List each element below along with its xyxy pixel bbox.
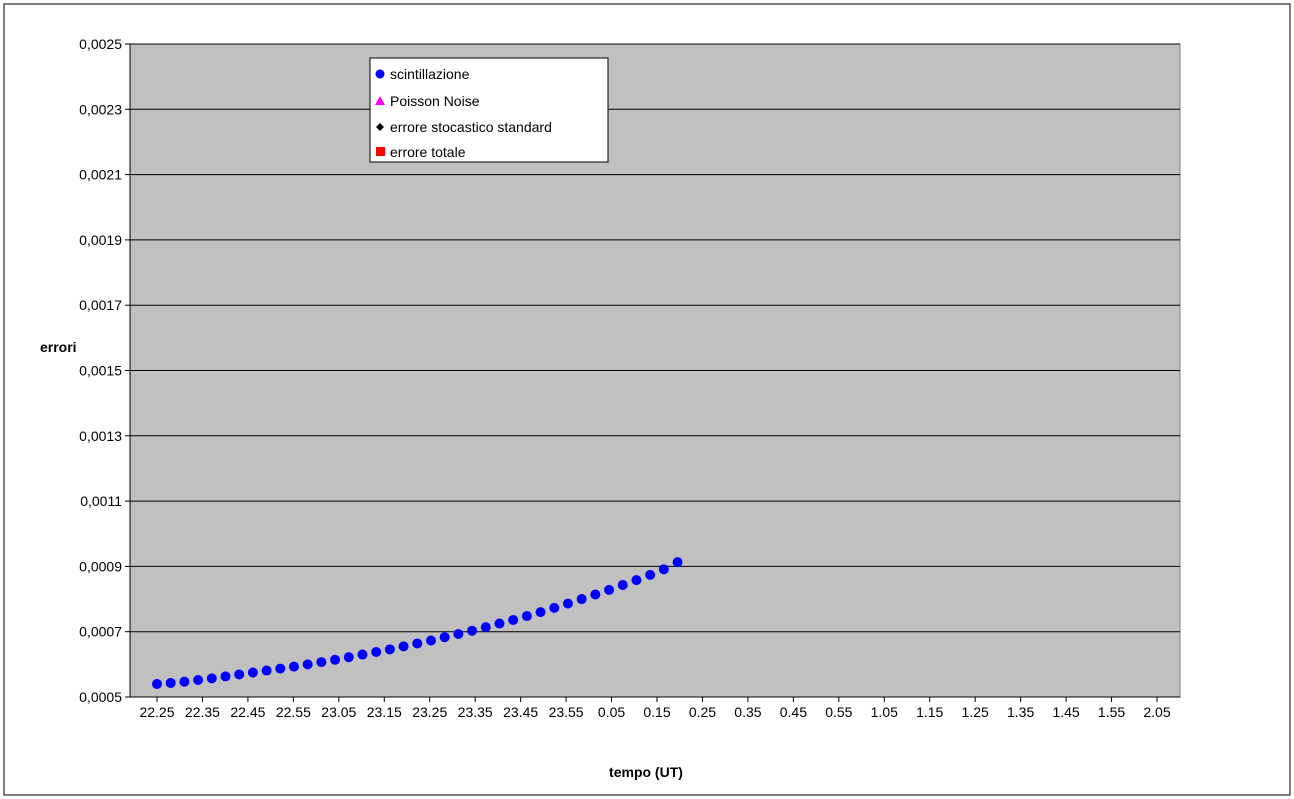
- point-scintillazione: [179, 676, 190, 687]
- x-tick-label: 23.45: [503, 704, 538, 720]
- point-scintillazione: [562, 598, 573, 609]
- point-scintillazione: [535, 607, 546, 618]
- point-scintillazione: [590, 589, 601, 600]
- x-tick-label: 0.15: [643, 704, 670, 720]
- legend-label-errore-totale: errore totale: [390, 144, 466, 160]
- x-tick-label: 1.15: [916, 704, 943, 720]
- point-scintillazione: [206, 673, 217, 684]
- y-tick-label: 0,0017: [79, 297, 122, 313]
- x-tick-label: 23.05: [321, 704, 356, 720]
- legend-marker-scintillazione: [375, 69, 385, 79]
- series-layer: [152, 557, 683, 689]
- point-scintillazione: [398, 641, 409, 652]
- point-scintillazione: [165, 677, 176, 688]
- x-tick-label: 1.05: [871, 704, 898, 720]
- point-scintillazione: [412, 638, 423, 649]
- y-tick-label: 0,0007: [79, 624, 122, 640]
- y-tick-label: 0,0019: [79, 232, 122, 248]
- point-scintillazione: [261, 665, 272, 676]
- x-tick-label: 22.45: [230, 704, 265, 720]
- y-tick-label: 0,0009: [79, 558, 122, 574]
- point-scintillazione: [193, 675, 204, 686]
- point-scintillazione: [316, 657, 327, 668]
- point-scintillazione: [672, 557, 683, 568]
- x-tick-label: 1.35: [1007, 704, 1034, 720]
- legend-label-poisson-noise: Poisson Noise: [390, 93, 480, 109]
- point-scintillazione: [425, 635, 436, 646]
- point-scintillazione: [549, 602, 560, 613]
- point-scintillazione: [494, 618, 505, 629]
- point-scintillazione: [576, 594, 587, 605]
- x-tick-label: 2.05: [1143, 704, 1170, 720]
- point-scintillazione: [371, 646, 382, 657]
- point-scintillazione: [645, 569, 656, 580]
- x-tick-label: 23.55: [549, 704, 584, 720]
- x-tick-label: 23.35: [458, 704, 493, 720]
- y-tick-label: 0,0023: [79, 101, 122, 117]
- point-scintillazione: [508, 614, 519, 625]
- point-scintillazione: [275, 663, 286, 674]
- x-tick-label: 22.35: [185, 704, 220, 720]
- y-tick-label: 0,0013: [79, 428, 122, 444]
- y-tick-label: 0,0021: [79, 167, 122, 183]
- point-scintillazione: [631, 575, 642, 586]
- x-tick-label: 23.15: [367, 704, 402, 720]
- x-tick-label: 23.25: [412, 704, 447, 720]
- x-tick-label: 1.25: [962, 704, 989, 720]
- y-tick-label: 0,0005: [79, 689, 122, 705]
- x-tick-labels: 22.25 22.35 22.45 22.55 23.05 23.15 23.25 23.35…: [139, 697, 1171, 720]
- legend-marker-poisson-noise: [375, 96, 385, 105]
- point-scintillazione: [302, 659, 313, 670]
- y-tick-label: 0,0011: [80, 493, 122, 509]
- x-tick-label: 1.55: [1098, 704, 1125, 720]
- point-scintillazione: [604, 584, 615, 595]
- x-tick-label: 22.55: [276, 704, 311, 720]
- point-scintillazione: [234, 669, 245, 680]
- point-scintillazione: [480, 622, 491, 633]
- x-tick-label: 1.45: [1052, 704, 1079, 720]
- point-scintillazione: [343, 652, 354, 663]
- y-axis-title: errori: [40, 339, 77, 355]
- y-tick-labels: 0,0005 0,0007 0,0009 0,0011 0,0013 0,0015 0,00…: [79, 36, 130, 705]
- point-scintillazione: [453, 628, 464, 639]
- x-tick-label: 22.25: [139, 704, 174, 720]
- y-tick-label: 0,0025: [79, 36, 122, 52]
- y-tick-label: 0,0015: [79, 363, 122, 379]
- x-tick-label: 0.55: [825, 704, 852, 720]
- x-tick-label: 0.25: [689, 704, 716, 720]
- point-scintillazione: [247, 667, 258, 678]
- point-scintillazione: [152, 678, 162, 689]
- point-scintillazione: [384, 644, 395, 655]
- point-scintillazione: [439, 632, 450, 643]
- legend: scintillazione Poisson Noise errore stoc…: [369, 57, 609, 163]
- point-scintillazione: [617, 580, 628, 591]
- point-scintillazione: [658, 564, 669, 575]
- point-scintillazione: [220, 671, 231, 682]
- point-scintillazione: [288, 661, 299, 672]
- point-scintillazione: [357, 649, 368, 660]
- grid-layer: [129, 43, 1180, 698]
- x-tick-label: 0.05: [598, 704, 625, 720]
- x-axis-title: tempo (UT): [609, 764, 683, 780]
- legend-label-scintillazione: scintillazione: [390, 66, 470, 82]
- legend-marker-errore-stocastico: [376, 123, 384, 131]
- legend-label-errore-stocastico: errore stocastico standard: [390, 119, 552, 135]
- x-tick-label: 0.45: [780, 704, 807, 720]
- point-scintillazione: [467, 625, 478, 636]
- point-scintillazione: [521, 611, 532, 622]
- legend-box: [369, 57, 609, 163]
- legend-marker-errore-totale: [376, 147, 385, 156]
- point-scintillazione: [330, 654, 341, 665]
- x-tick-label: 0.35: [734, 704, 761, 720]
